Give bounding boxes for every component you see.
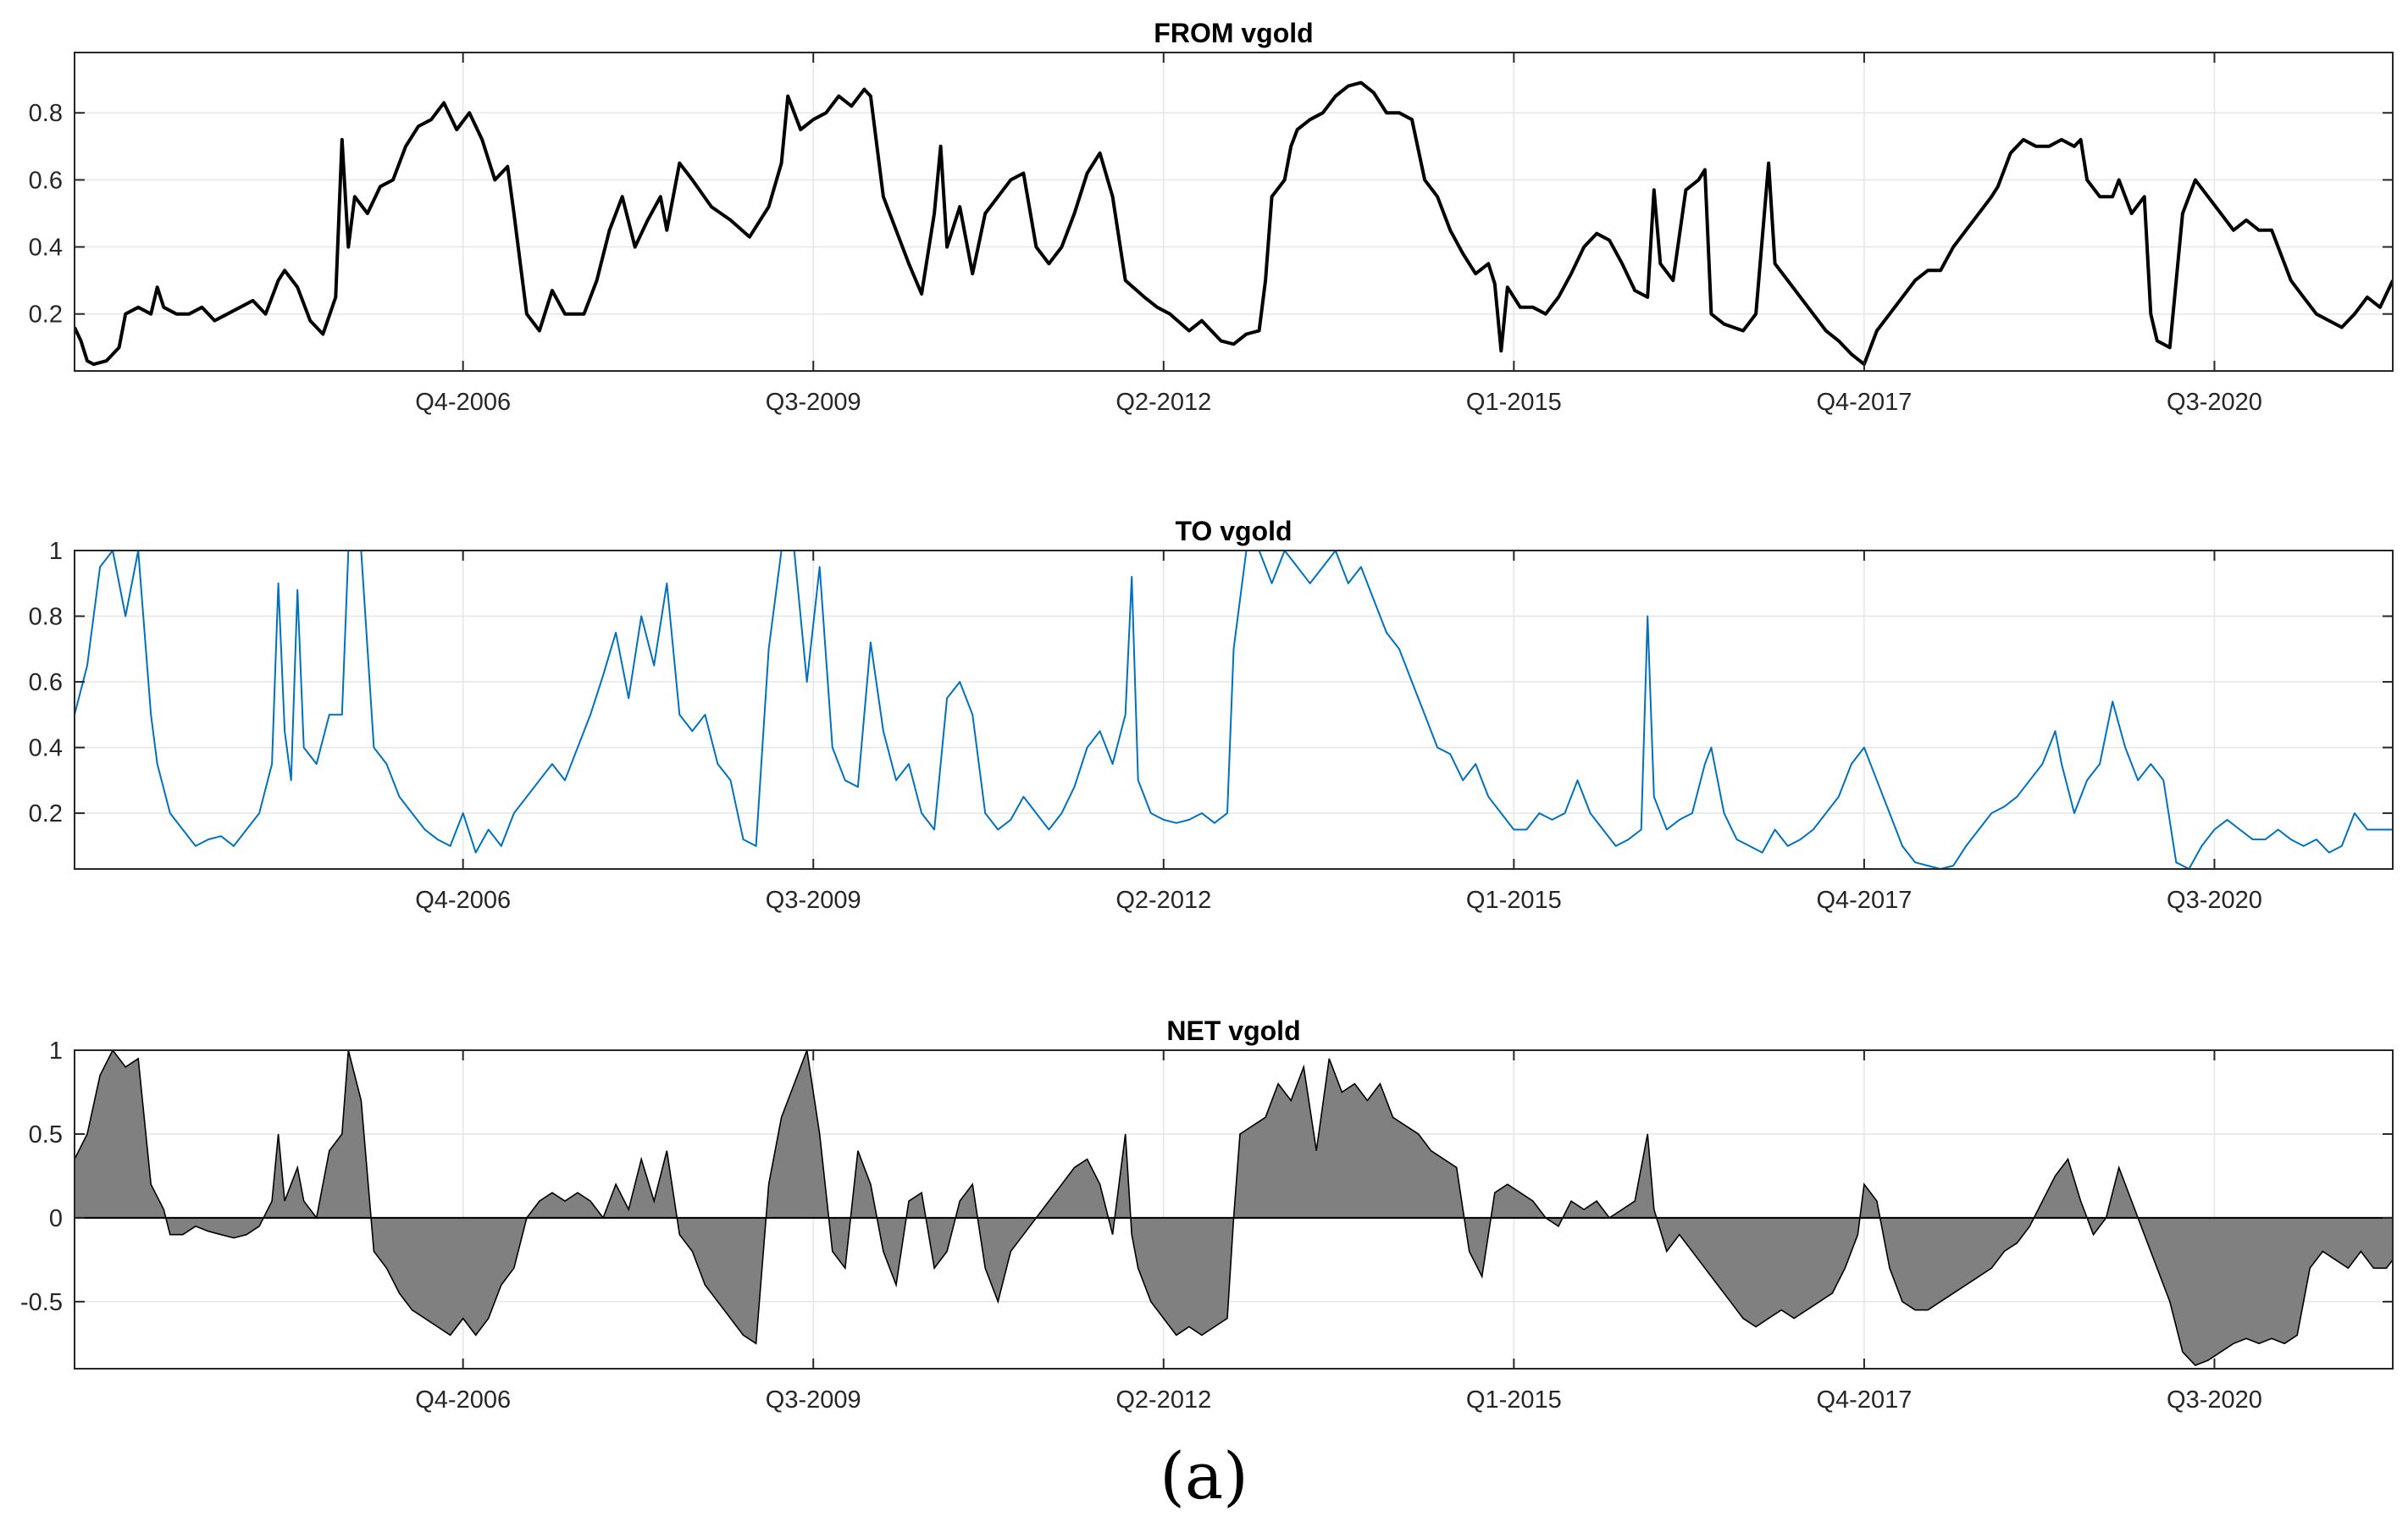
plot-background (75, 551, 2393, 869)
axes-box (74, 550, 2394, 870)
x-tick-label: Q4-2006 (415, 1386, 511, 1414)
y-tick-label: 0.8 (29, 100, 63, 127)
x-tick-label: Q3-2009 (766, 887, 861, 914)
plot-background (75, 53, 2393, 371)
y-tick-label: 0.4 (29, 235, 63, 262)
chart-to-vgold: Q4-2006 Q3-2009 Q2-2012 Q1-2015 Q4-2017 Q3-20… (29, 516, 2394, 914)
y-tick-label: 0.2 (29, 302, 63, 329)
x-tick-label: Q4-2006 (415, 887, 511, 914)
x-tick-label: Q2-2012 (1115, 389, 1211, 416)
x-tick-label: Q1-2015 (1466, 1386, 1562, 1414)
y-tick-label: 1 (49, 538, 63, 565)
x-tick-label: Q4-2017 (1816, 887, 1912, 914)
y-tick-label: 0.5 (29, 1121, 63, 1148)
axes-box (74, 52, 2394, 372)
x-tick-label: Q2-2012 (1115, 1386, 1211, 1414)
x-tick-label: Q4-2017 (1816, 389, 1912, 416)
x-tick-label: Q3-2020 (2167, 887, 2262, 914)
series-from-line (75, 80, 2393, 367)
x-tick-label: Q1-2015 (1466, 887, 1562, 914)
y-tick-label: 0.6 (29, 669, 63, 696)
y-tick-label: 0.4 (29, 735, 63, 762)
figure-caption: (a) (1160, 1438, 1248, 1514)
y-tick-label: 0.6 (29, 167, 63, 194)
x-tick-label: Q4-2017 (1816, 1386, 1912, 1414)
x-tick-label: Q3-2020 (2167, 389, 2262, 416)
x-tick-label: Q3-2009 (766, 1386, 861, 1414)
y-tick-label: 0 (49, 1205, 63, 1232)
chart-net-vgold: Q4-2006 Q3-2009 Q2-2012 Q1-2015 Q4-2017 Q3-20… (20, 1016, 2394, 1414)
y-tick-label: 1 (49, 1038, 63, 1065)
y-tick-label: 0.2 (29, 800, 63, 827)
chart-title: FROM vgold (1154, 18, 1313, 48)
x-tick-label: Q2-2012 (1115, 887, 1211, 914)
axes-box (74, 1049, 2394, 1370)
series-to-line (75, 551, 2393, 869)
chart-from-vgold: Q4-2006 Q3-2009 Q2-2012 Q1-2015 Q4-2017 Q3-20… (29, 18, 2394, 416)
x-tick-label: Q4-2006 (415, 389, 511, 416)
x-tick-label: Q3-2020 (2167, 1386, 2262, 1414)
series-net-area (75, 1050, 2393, 1366)
y-tick-label: 0.8 (29, 604, 63, 631)
chart-title: NET vgold (1166, 1016, 1300, 1046)
x-tick-label: Q3-2009 (766, 389, 861, 416)
x-tick-label: Q1-2015 (1466, 389, 1562, 416)
chart-title: TO vgold (1175, 516, 1292, 546)
y-tick-label: -0.5 (20, 1289, 63, 1316)
